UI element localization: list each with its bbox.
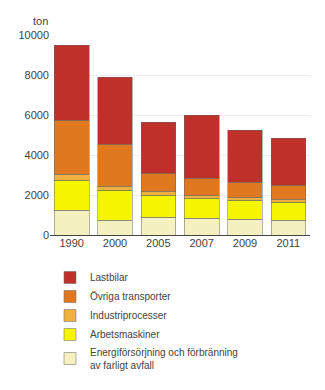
svg-text:6000: 6000: [25, 109, 49, 121]
svg-text:8000: 8000: [25, 69, 49, 81]
svg-text:10000: 10000: [18, 29, 49, 41]
svg-text:0: 0: [43, 229, 49, 241]
svg-text:2011: 2011: [277, 237, 301, 249]
svg-text:2005: 2005: [146, 237, 170, 249]
svg-text:2009: 2009: [233, 237, 257, 249]
svg-text:Arbetsmaskiner: Arbetsmaskiner: [90, 329, 160, 340]
svg-text:ton: ton: [33, 15, 48, 27]
svg-text:Övriga transporter: Övriga transporter: [90, 291, 171, 302]
svg-text:2000: 2000: [25, 189, 49, 201]
svg-text:Lastbilar: Lastbilar: [90, 272, 128, 283]
svg-text:Energiförsörjning och förbränn: Energiförsörjning och förbränningav farl…: [90, 347, 238, 371]
svg-text:4000: 4000: [25, 149, 49, 161]
svg-text:2000: 2000: [103, 237, 127, 249]
svg-text:1990: 1990: [59, 237, 83, 249]
svg-text:2007: 2007: [189, 237, 213, 249]
svg-text:Industriprocesser: Industriprocesser: [90, 310, 167, 321]
